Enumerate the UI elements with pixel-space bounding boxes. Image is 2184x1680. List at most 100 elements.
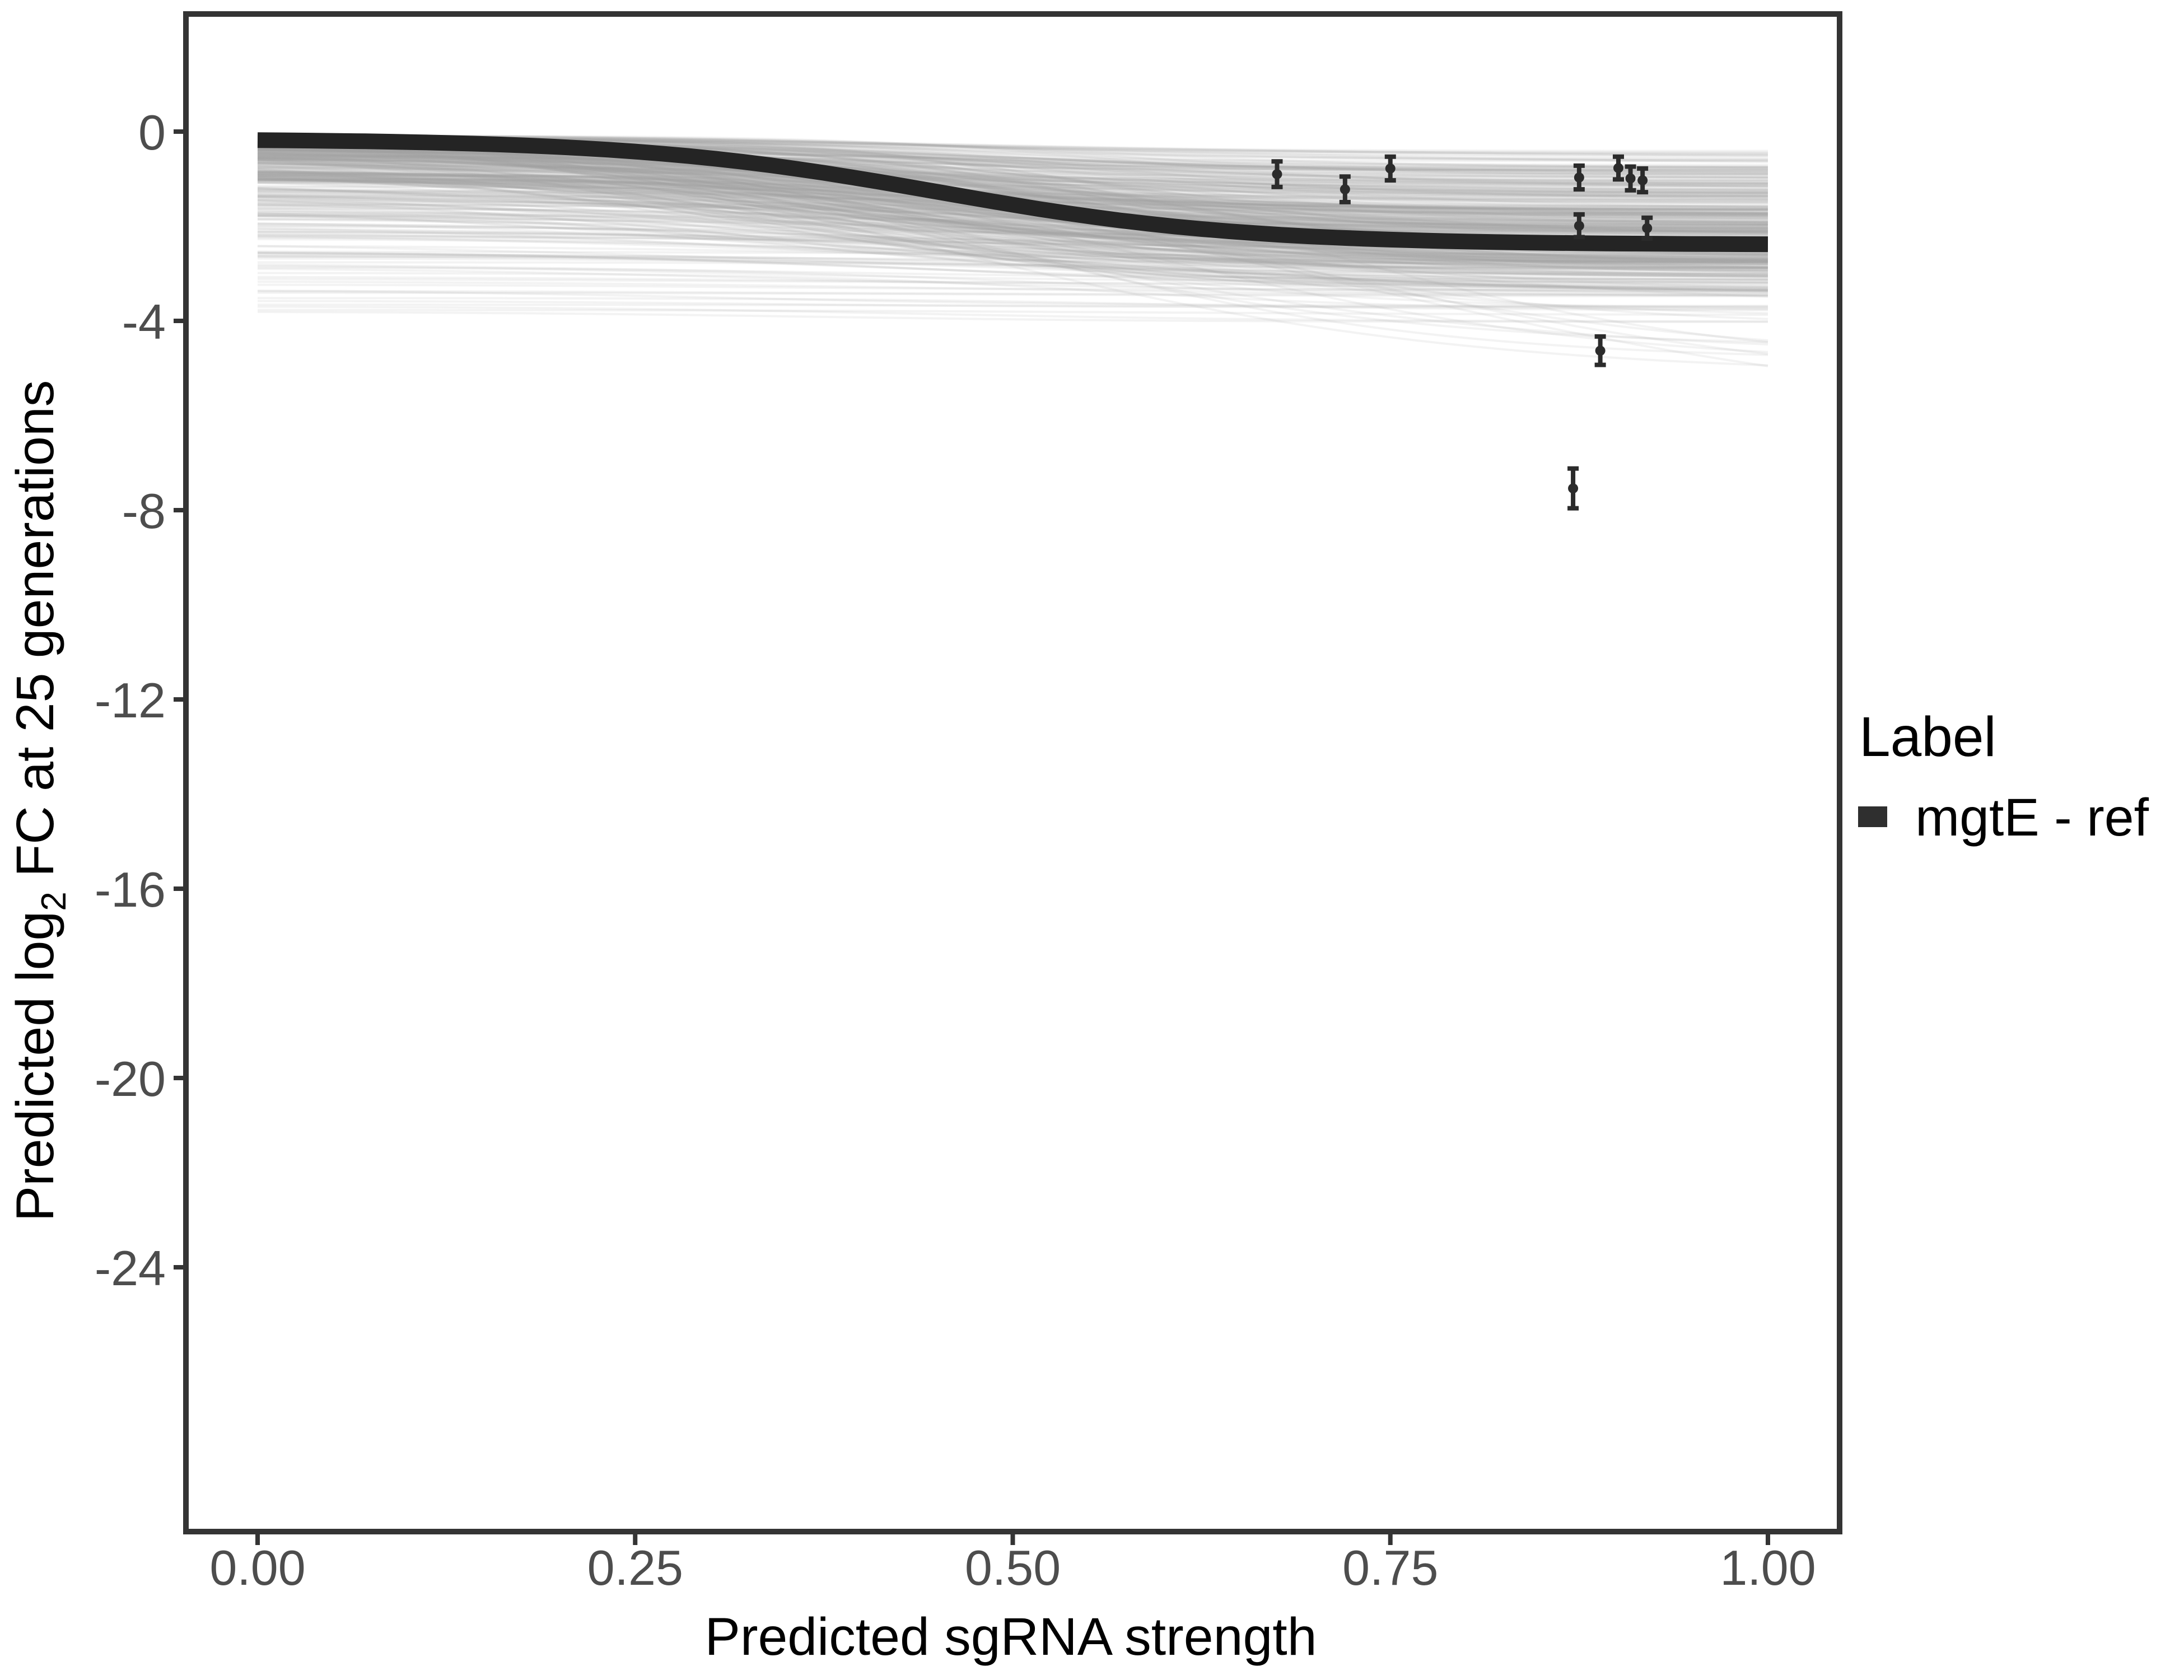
posterior-draw-curve (257, 166, 1768, 277)
posterior-draw-curve (257, 147, 1768, 194)
posterior-draw-curve (257, 297, 1768, 311)
x-tick-label: 0.50 (965, 1540, 1061, 1595)
point-marker (1340, 184, 1350, 195)
point-marker (1613, 163, 1623, 174)
posterior-draw-curve (257, 158, 1768, 216)
posterior-draw-curve (258, 178, 1768, 198)
posterior-draw-curve (257, 203, 1768, 227)
posterior-draw-curve (257, 175, 1768, 198)
posterior-draw-curve (258, 181, 1768, 195)
posterior-draw-curve (257, 147, 1768, 315)
posterior-draw-curve (257, 159, 1768, 192)
posterior-draw-curve (257, 159, 1768, 256)
posterior-draw-curve (257, 200, 1768, 292)
error-bar-cap-bottom (1625, 188, 1636, 193)
point-marker (1642, 223, 1653, 234)
posterior-draw-curve (257, 187, 1768, 263)
posterior-draw-curve (257, 152, 1768, 258)
posterior-draw-curve (257, 204, 1768, 296)
posterior-draw-curve (257, 233, 1768, 262)
data-point (1384, 154, 1396, 183)
posterior-draw-curve (257, 152, 1768, 278)
posterior-draw-curve (257, 164, 1768, 185)
posterior-draw-curve (257, 245, 1768, 276)
error-bar-cap-top (1594, 334, 1606, 339)
posterior-draw-curve (257, 160, 1768, 236)
error-bar-cap-bottom (1567, 506, 1579, 511)
posterior-draw-curve (257, 194, 1768, 232)
data-point (1567, 466, 1579, 511)
posterior-draw-curve (257, 175, 1768, 267)
posterior-draw-curve (257, 139, 1768, 346)
posterior-draw-curve (258, 218, 1768, 265)
posterior-draw-curve (257, 149, 1768, 211)
point-marker (1625, 173, 1636, 184)
posterior-draw-curve (257, 158, 1768, 265)
y-tick-label: -24 (95, 1240, 166, 1296)
posterior-draw-curve (257, 178, 1768, 234)
posterior-draw-curve (257, 170, 1768, 275)
error-bar-cap-top (1384, 154, 1396, 159)
posterior-draw-curve (257, 154, 1768, 211)
posterior-draw-curve (257, 175, 1768, 291)
posterior-draw-curve (257, 149, 1768, 257)
legend: Label mgtE - ref (1858, 706, 2149, 847)
posterior-draw-curve (257, 150, 1768, 356)
posterior-draw-curve (258, 165, 1768, 193)
posterior-draw-curve (257, 153, 1768, 263)
error-bar-cap-bottom (1573, 235, 1585, 240)
x-axis-title: Predicted sgRNA strength (704, 1607, 1317, 1667)
posterior-draw-curve (258, 134, 1768, 185)
data-point (1637, 166, 1649, 195)
point-marker (1568, 483, 1579, 494)
posterior-draw-curve (258, 156, 1768, 176)
posterior-draw-curve (257, 283, 1768, 291)
posterior-draw-curve (257, 164, 1768, 269)
posterior-draw-curve (257, 176, 1768, 290)
posterior-draw-curve (257, 217, 1768, 263)
posterior-draw-curve (258, 272, 1768, 311)
y-axis-title: Predicted log2 FC at 25 generations (6, 380, 73, 1222)
posterior-draw-curve (257, 214, 1768, 229)
legend-title: Label (1859, 706, 1996, 768)
posterior-draw-curve (257, 207, 1768, 284)
posterior-draw-curve (257, 147, 1768, 254)
posterior-draw-curve (257, 265, 1768, 283)
posterior-draw-curve (257, 207, 1768, 229)
posterior-draw-curve (257, 143, 1768, 198)
posterior-draw-curve (257, 188, 1768, 235)
posterior-draw-curve (257, 160, 1768, 277)
posterior-draw-curve (257, 160, 1768, 235)
posterior-draw-curve (258, 134, 1768, 161)
y-tick-label: -8 (122, 483, 166, 539)
posterior-draw-curve (257, 251, 1768, 288)
posterior-draw-curve (257, 156, 1768, 241)
error-bar-cap-top (1271, 159, 1283, 164)
legend-item-label: mgtE - ref (1915, 788, 2149, 847)
posterior-draw-curve (257, 156, 1768, 187)
posterior-draw-curve (257, 149, 1768, 220)
y-tick-label: -16 (95, 862, 166, 917)
posterior-draw-curve (257, 158, 1768, 216)
y-axis: 0 -4 -8 -12 -16 -20 -24 (95, 105, 185, 1296)
posterior-draw-curve (257, 171, 1768, 198)
posterior-draw-curve (257, 150, 1768, 169)
posterior-draw-curve (257, 310, 1768, 323)
posterior-draw-curve (257, 251, 1768, 281)
posterior-draw-curve (257, 141, 1768, 216)
data-point (1594, 334, 1606, 367)
data-point (1573, 163, 1585, 192)
pointrange-group (1271, 154, 1653, 511)
posterior-draw-curve (257, 151, 1768, 269)
posterior-draw-curve (257, 179, 1768, 231)
posterior-draw-curve (257, 158, 1768, 271)
posterior-draw-curve (257, 155, 1768, 215)
posterior-draw-curve (257, 139, 1768, 367)
posterior-draw-curve (257, 179, 1768, 294)
posterior-draw-curve (257, 209, 1768, 265)
posterior-draw-curve (257, 135, 1768, 298)
posterior-draw-curve (257, 290, 1768, 296)
posterior-draw-curve (257, 154, 1768, 269)
posterior-draw-curve (257, 229, 1768, 260)
posterior-draw-curve (257, 176, 1768, 259)
